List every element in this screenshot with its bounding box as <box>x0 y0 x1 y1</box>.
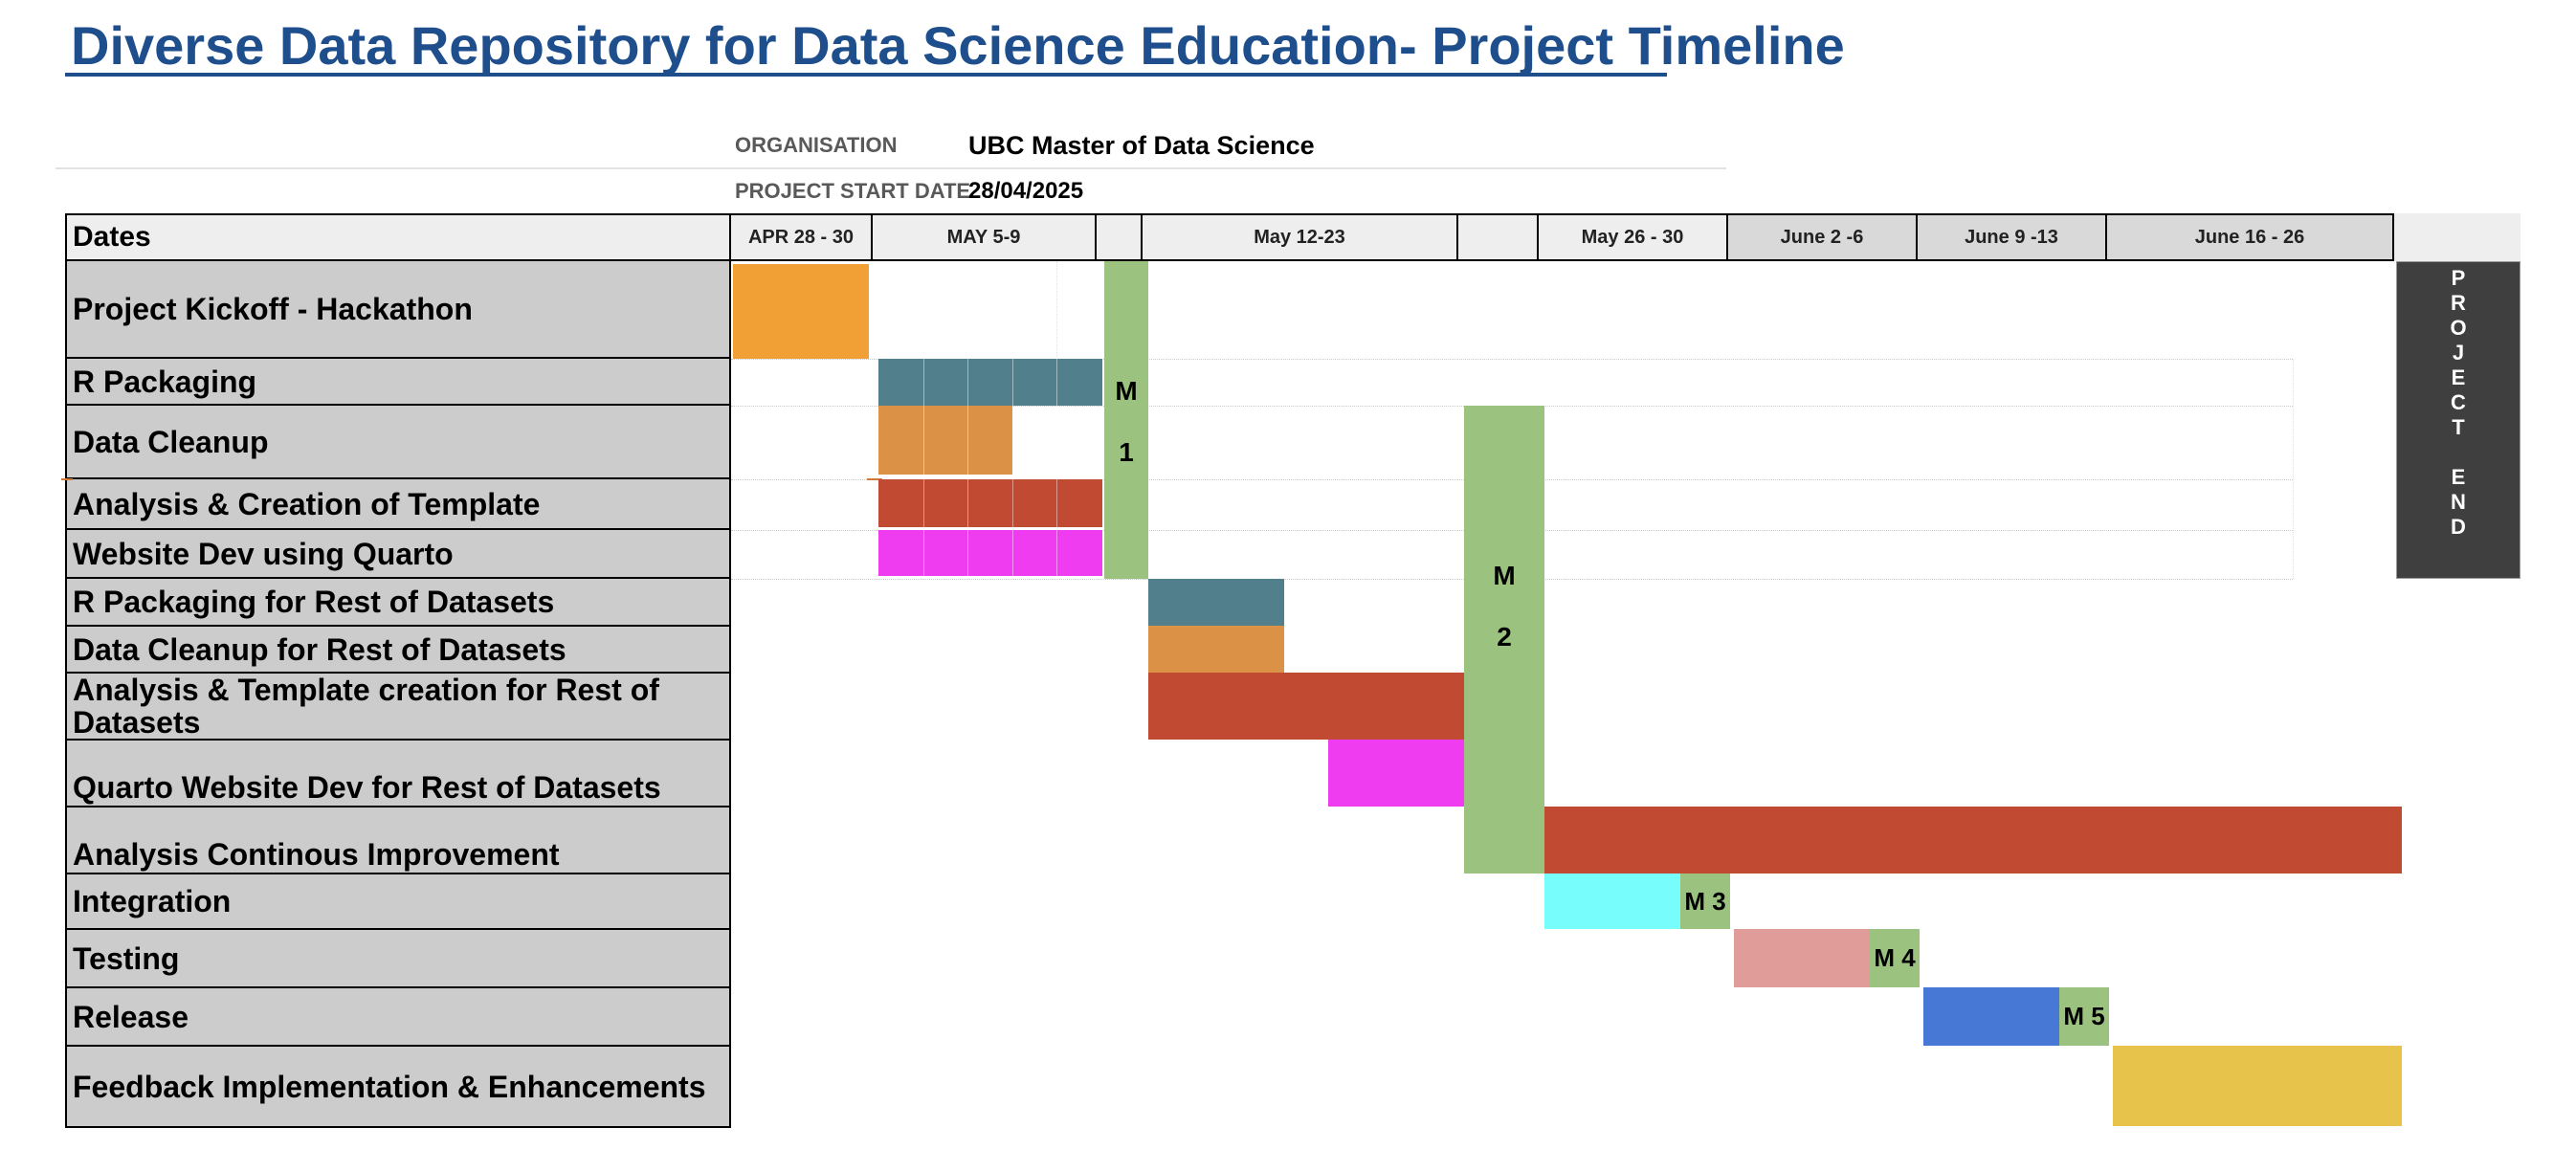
gantt-bar-analysis-rest <box>1148 673 1464 740</box>
gantt-bar-r-packaging <box>878 359 1102 406</box>
gantt-bar-testing <box>1734 929 1870 987</box>
task-label: Testing <box>65 930 731 988</box>
milestone-label: 1 <box>1119 437 1134 467</box>
meta-divider <box>56 167 1726 169</box>
row-marker <box>867 478 882 480</box>
task-label: Analysis & Creation of Template <box>65 479 731 530</box>
dates-header: Dates <box>65 213 731 261</box>
day-divider <box>967 359 968 576</box>
milestone-m5: M 5 <box>2059 987 2109 1046</box>
gantt-bar-quarto-rest <box>1328 740 1464 807</box>
task-label: Analysis Continous Improvement <box>65 807 731 874</box>
day-divider <box>1012 359 1013 576</box>
organisation-value: UBC Master of Data Science <box>968 131 1315 160</box>
period-header: June 16 - 26 <box>2105 213 2394 261</box>
row-marker <box>61 478 73 480</box>
day-divider <box>923 359 924 576</box>
milestone-label: M <box>1115 376 1138 406</box>
period-header <box>1456 213 1539 261</box>
period-header: MAY 5-9 <box>871 213 1097 261</box>
task-label: Data Cleanup for Rest of Datasets <box>65 627 731 674</box>
milestone-m2: M 2 <box>1464 406 1544 874</box>
task-label: Data Cleanup <box>65 406 731 479</box>
period-header: APR 28 - 30 <box>729 213 873 261</box>
day-divider <box>1056 479 1057 576</box>
page-title: Diverse Data Repository for Data Science… <box>71 15 1845 76</box>
timeline-header: Dates APR 28 - 30 MAY 5-9 May 12-23 May … <box>65 213 2520 261</box>
gantt-bar-feedback <box>2113 1046 2402 1126</box>
period-header <box>1095 213 1143 261</box>
milestone-m4: M 4 <box>1870 929 1920 987</box>
period-header: June 2 -6 <box>1726 213 1918 261</box>
gantt-bar-data-cleanup <box>878 406 1012 475</box>
gantt-bar-analysis-improvement <box>1544 807 2402 874</box>
period-header: June 9 -13 <box>1916 213 2107 261</box>
project-end-marker: P R O J E C T E N D <box>2396 261 2520 579</box>
milestone-label: 2 <box>1497 622 1512 652</box>
project-start-value: 28/04/2025 <box>968 178 1084 204</box>
period-header: May 26 - 30 <box>1537 213 1728 261</box>
task-label: Quarto Website Dev for Rest of Datasets <box>65 741 731 807</box>
task-label: Release <box>65 988 731 1047</box>
task-label: Analysis & Template creation for Rest of… <box>65 674 731 741</box>
gantt-bar-data-cleanup-rest <box>1148 626 1284 673</box>
organisation-label: ORGANISATION <box>735 133 898 157</box>
period-header <box>2394 213 2520 261</box>
grid-line <box>731 359 2293 360</box>
project-start-label: PROJECT START DATE <box>735 179 971 203</box>
gantt-bar-integration <box>1544 874 1680 929</box>
gantt-bar-website-dev <box>878 530 1102 576</box>
task-label: Integration <box>65 874 731 930</box>
gantt-bar-release <box>1923 987 2059 1046</box>
period-header: May 12-23 <box>1141 213 1458 261</box>
task-label: R Packaging <box>65 359 731 406</box>
task-label: Project Kickoff - Hackathon <box>65 261 731 359</box>
gantt-bar-kickoff <box>733 264 869 359</box>
grid-line <box>2293 359 2294 579</box>
milestone-m1: M 1 <box>1104 261 1148 579</box>
gantt-bar-analysis-template <box>878 479 1102 527</box>
task-label: Feedback Implementation & Enhancements <box>65 1047 731 1128</box>
title-underline <box>65 73 1667 77</box>
gantt-bar-r-packaging-rest <box>1148 579 1284 626</box>
milestone-m3: M 3 <box>1680 874 1730 929</box>
milestone-label: M <box>1493 561 1516 590</box>
day-divider <box>1056 359 1057 406</box>
task-label: R Packaging for Rest of Datasets <box>65 579 731 627</box>
task-label: Website Dev using Quarto <box>65 530 731 579</box>
grid-line <box>1056 261 1057 357</box>
